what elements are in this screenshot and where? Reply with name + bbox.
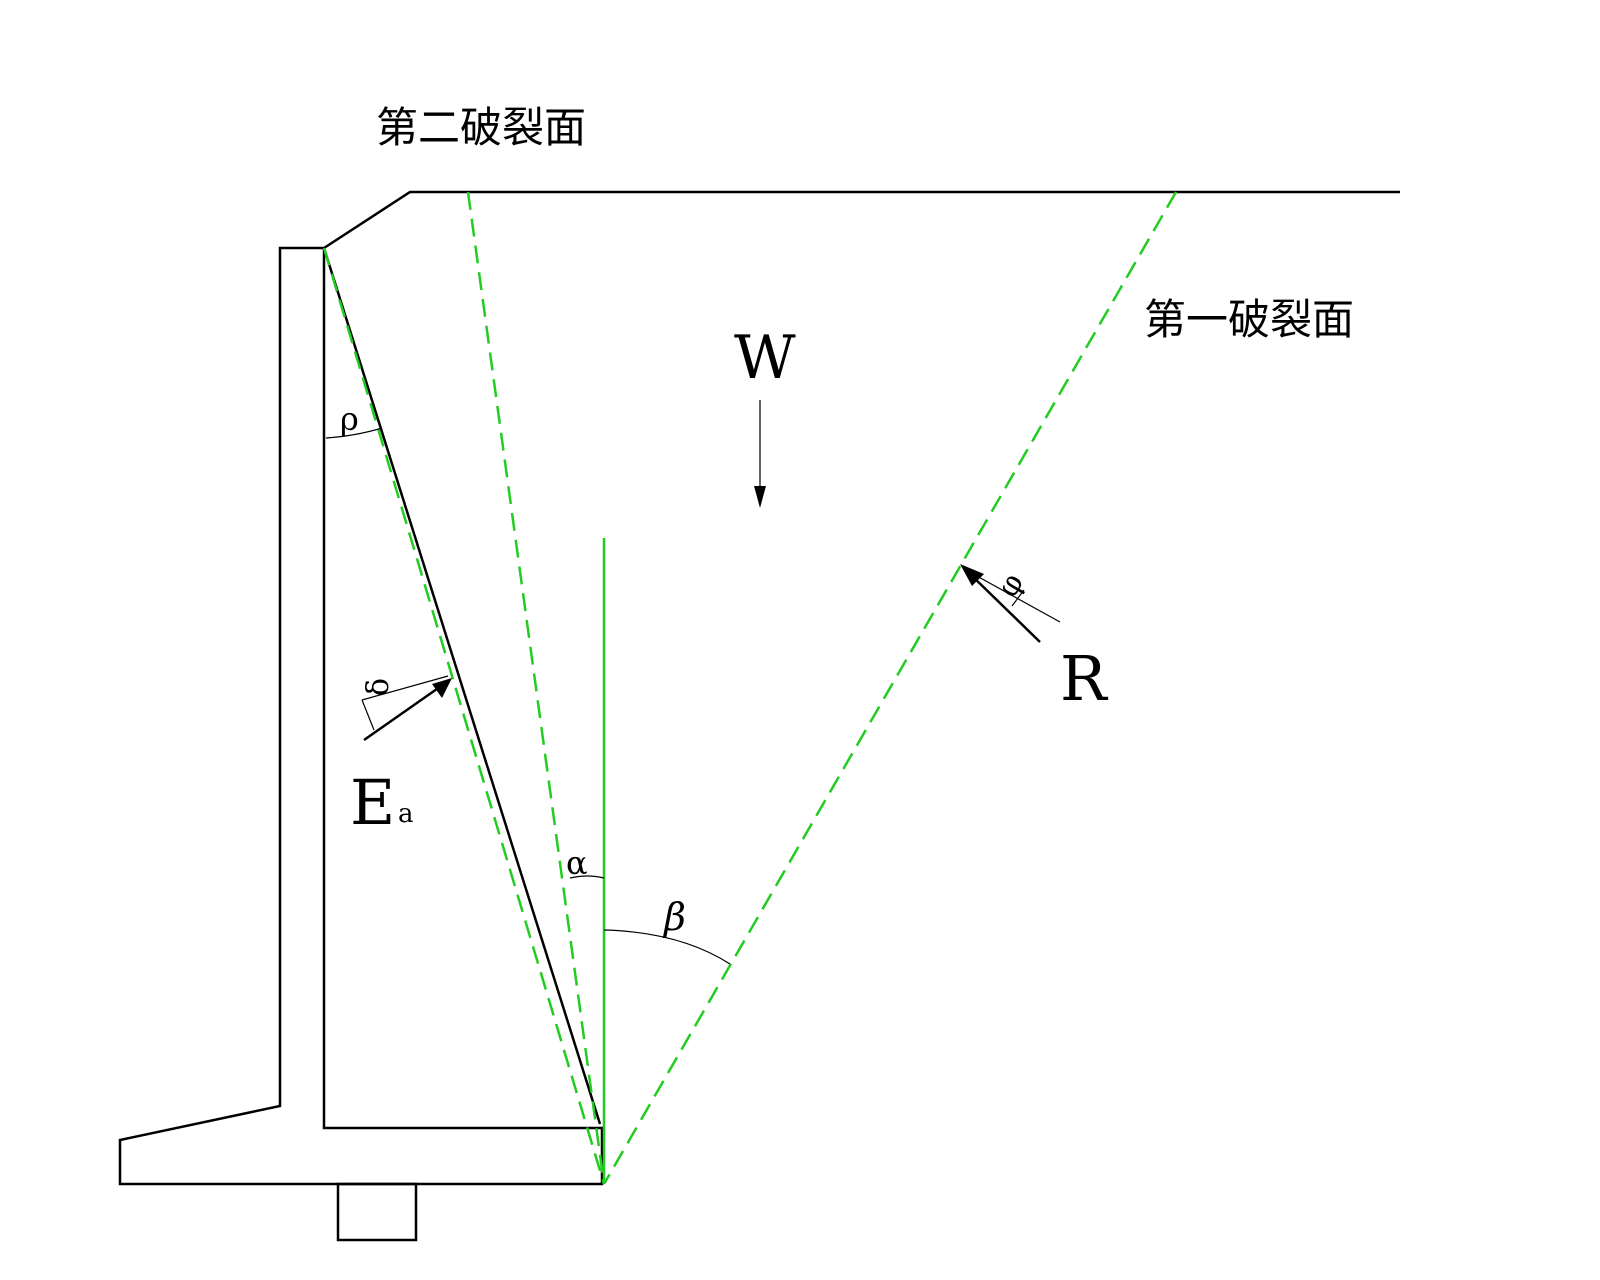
delta-label: δ bbox=[361, 678, 396, 696]
weight-label: W bbox=[734, 323, 796, 393]
reaction-label: R bbox=[1060, 642, 1109, 715]
phi-label: φ bbox=[990, 567, 1031, 603]
weight-arrow bbox=[754, 400, 766, 508]
second-failure-plane-label: 第二破裂面 bbox=[376, 103, 586, 152]
earth-pressure-label: E bbox=[350, 766, 395, 839]
second-failure-plane-line bbox=[468, 192, 604, 1184]
alpha-label: α bbox=[566, 844, 588, 882]
wall-outline bbox=[120, 248, 602, 1184]
rho-label: ρ bbox=[340, 400, 359, 438]
first-failure-plane-label: 第一破裂面 bbox=[1144, 295, 1354, 344]
shear-key bbox=[338, 1184, 416, 1240]
retaining-wall bbox=[120, 248, 602, 1240]
backfill-surface bbox=[324, 192, 1400, 248]
earth-pressure-subscript: a bbox=[398, 799, 414, 829]
second-failure-plane-alt bbox=[324, 248, 604, 1184]
beta-label: β bbox=[662, 895, 686, 939]
